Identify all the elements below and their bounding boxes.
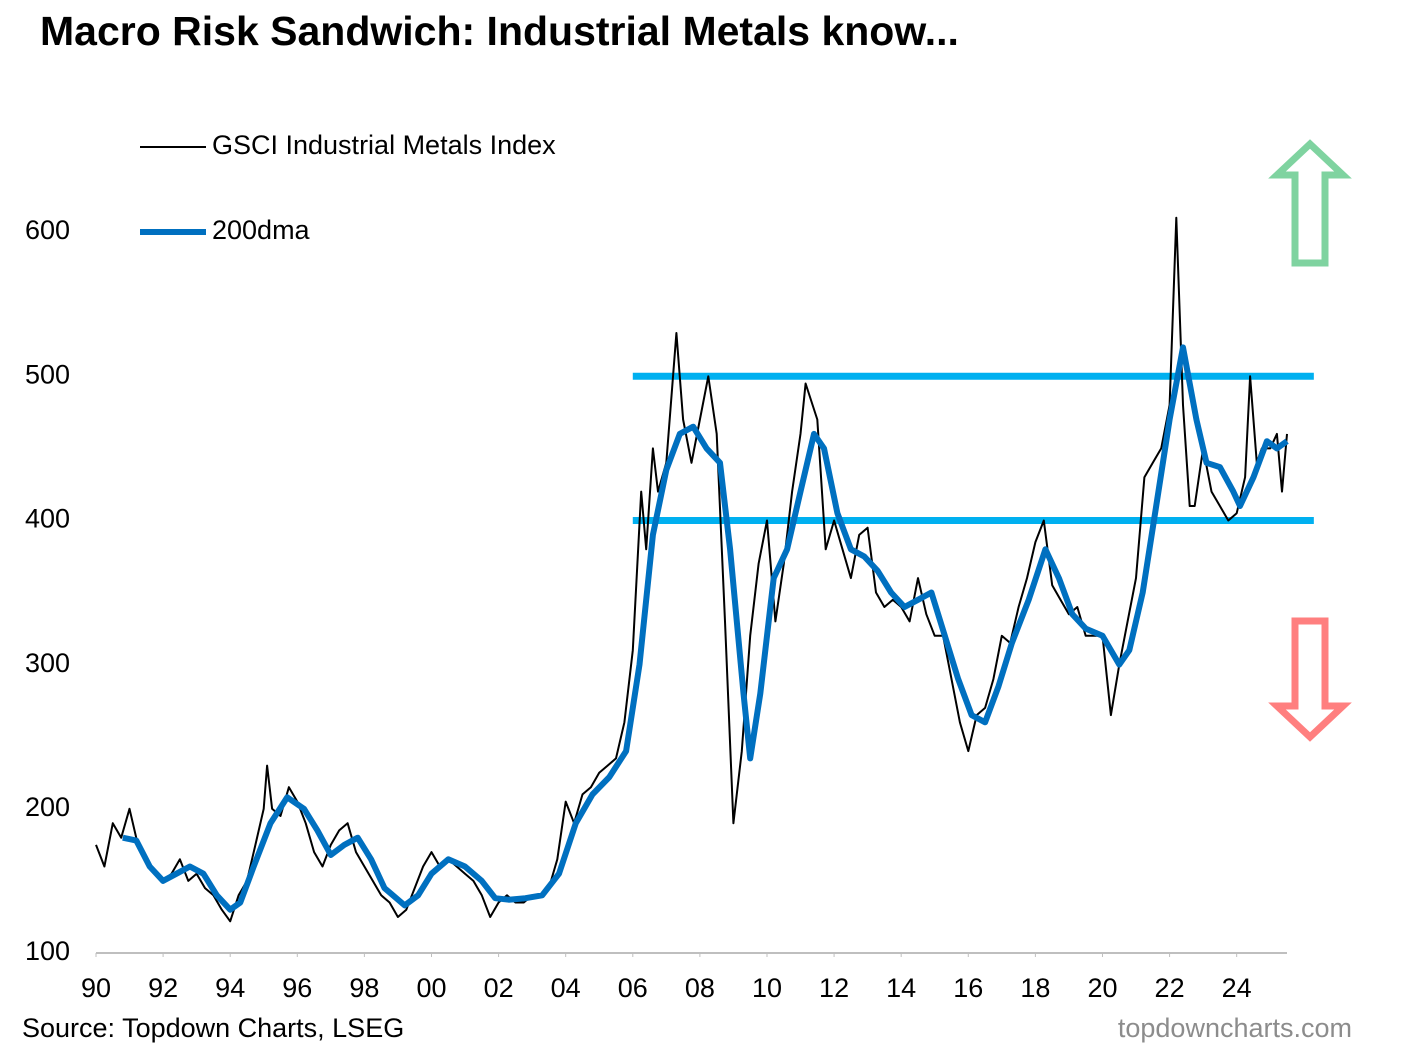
x-tick-label: 24 xyxy=(1222,973,1252,1003)
x-tick-label: 92 xyxy=(148,973,178,1003)
x-tick-label: 06 xyxy=(618,973,648,1003)
y-tick-label: 300 xyxy=(25,648,70,678)
x-tick-label: 16 xyxy=(953,973,983,1003)
series-line xyxy=(95,216,1288,923)
x-tick-label: 12 xyxy=(819,973,849,1003)
x-tick-label: 04 xyxy=(551,973,581,1003)
source: Source: Topdown Charts, LSEG xyxy=(22,1013,404,1043)
chart-title: Macro Risk Sandwich: Industrial Metals k… xyxy=(40,8,959,54)
down-arrow xyxy=(1268,617,1352,742)
x-tick-label: 02 xyxy=(484,973,514,1003)
series-line xyxy=(122,344,1289,913)
x-tick-label: 94 xyxy=(215,973,245,1003)
legend-label: GSCI Industrial Metals Index xyxy=(212,130,556,160)
x-tick-label: 14 xyxy=(886,973,916,1003)
y-tick-label: 100 xyxy=(25,936,70,966)
watermark: topdowncharts.com xyxy=(1118,1013,1352,1043)
x-tick-label: 98 xyxy=(349,973,379,1003)
x-tick-label: 96 xyxy=(282,973,312,1003)
y-tick-label: 400 xyxy=(25,504,70,534)
up-arrow xyxy=(1268,139,1352,267)
legend-label: 200dma xyxy=(212,215,311,245)
y-tick-label: 200 xyxy=(25,792,70,822)
y-tick-label: 600 xyxy=(25,215,70,245)
x-tick-label: 00 xyxy=(416,973,446,1003)
x-tick-label: 08 xyxy=(685,973,715,1003)
x-tick-label: 90 xyxy=(81,973,111,1003)
x-tick-label: 18 xyxy=(1020,973,1050,1003)
x-tick-label: 20 xyxy=(1087,973,1117,1003)
x-tick-label: 10 xyxy=(752,973,782,1003)
x-tick-label: 22 xyxy=(1155,973,1185,1003)
y-tick-label: 500 xyxy=(25,359,70,389)
